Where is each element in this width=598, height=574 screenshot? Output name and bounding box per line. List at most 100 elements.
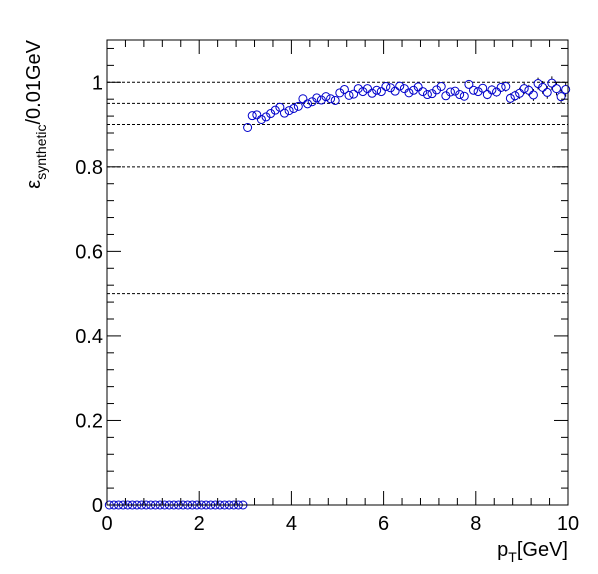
data-point: [376, 87, 386, 97]
y-axis-title-suffix: /0.01GeV: [23, 39, 45, 124]
data-marker: [395, 81, 405, 91]
data-point: [455, 90, 465, 100]
data-point: [339, 84, 349, 94]
data-marker: [551, 84, 561, 94]
data-marker: [422, 90, 432, 100]
x-axis-title: pT[GeV]: [497, 539, 568, 565]
data-point: [478, 83, 488, 93]
y-tick-label: 0.4: [75, 326, 103, 348]
x-tick-label: 8: [470, 513, 481, 535]
data-point: [289, 103, 299, 113]
data-point: [510, 90, 520, 101]
data-marker: [321, 92, 331, 102]
plot-frame: [106, 39, 569, 506]
data-point: [519, 83, 529, 95]
data-marker: [349, 89, 359, 99]
data-marker: [270, 105, 280, 115]
data-point: [279, 108, 289, 118]
x-axis-ticks: [106, 40, 569, 505]
data-marker: [312, 93, 322, 103]
y-axis-ticks: [107, 47, 568, 506]
data-point: [303, 99, 313, 109]
data-marker: [367, 88, 377, 98]
data-marker: [386, 83, 396, 93]
data-marker: [344, 90, 354, 100]
data-marker: [556, 92, 566, 102]
data-marker: [261, 112, 271, 122]
data-marker: [487, 85, 497, 95]
data-marker: [390, 86, 400, 96]
data-point: [399, 84, 409, 94]
y-axis-title: εsynthetic/0.01GeV: [23, 39, 49, 188]
data-point: [501, 81, 511, 92]
data-point: [247, 111, 257, 121]
data-point: [335, 88, 345, 98]
data-point: [261, 112, 271, 122]
data-marker: [459, 91, 469, 101]
y-tick-label: 0.8: [75, 157, 103, 179]
data-marker: [303, 99, 313, 109]
data-point: [496, 82, 506, 92]
data-marker: [362, 84, 372, 94]
data-point: [252, 110, 262, 120]
data-marker: [404, 88, 414, 98]
x-axis-title-main: p: [497, 539, 508, 561]
reference-lines: [107, 81, 568, 295]
y-axis-tick-labels: 0 0.2 0.4 0.6 0.8 1: [75, 72, 103, 517]
data-marker: [464, 79, 474, 89]
data-marker: [381, 82, 391, 91]
data-marker: [247, 111, 257, 121]
data-point: [284, 106, 294, 116]
data-point: [344, 90, 354, 100]
data-marker: [289, 103, 299, 113]
y-tick-label: 1: [92, 72, 103, 94]
data-point: [293, 101, 303, 111]
data-marker: [418, 87, 428, 97]
data-marker: [542, 87, 552, 97]
data-point: [381, 82, 391, 91]
data-point: [445, 87, 455, 97]
data-markers: [104, 76, 571, 510]
data-point: [243, 123, 253, 133]
data-marker: [478, 83, 488, 93]
data-marker: [436, 82, 446, 91]
data-point: [515, 87, 525, 99]
data-marker: [372, 85, 382, 95]
data-marker: [492, 87, 502, 97]
x-tick-label: 10: [557, 513, 579, 535]
data-point: [386, 83, 396, 93]
data-point: [561, 82, 571, 97]
data-point: [312, 93, 322, 103]
data-marker: [455, 90, 465, 100]
data-point: [464, 79, 474, 89]
data-point: [556, 89, 566, 104]
data-marker: [524, 85, 534, 95]
data-point: [492, 87, 502, 97]
data-marker: [538, 82, 548, 92]
data-point: [256, 114, 266, 124]
data-marker: [266, 109, 276, 119]
data-marker: [330, 95, 340, 105]
data-point: [330, 95, 340, 105]
y-tick-label: 0.6: [75, 241, 103, 263]
data-marker: [353, 84, 363, 94]
data-marker: [243, 123, 253, 133]
data-marker: [376, 87, 386, 97]
data-marker: [432, 85, 442, 95]
data-point: [468, 85, 478, 95]
data-marker: [358, 87, 368, 97]
data-point: [413, 82, 423, 92]
y-tick-label: 0: [92, 495, 103, 517]
data-point: [432, 85, 442, 95]
data-point: [547, 76, 557, 90]
data-point: [422, 90, 432, 100]
data-point: [349, 89, 359, 99]
data-marker: [496, 82, 506, 92]
data-point: [542, 86, 552, 99]
data-marker: [316, 95, 326, 105]
data-marker: [279, 108, 289, 118]
data-marker: [284, 106, 294, 116]
data-marker: [515, 88, 525, 98]
data-marker: [298, 94, 308, 104]
